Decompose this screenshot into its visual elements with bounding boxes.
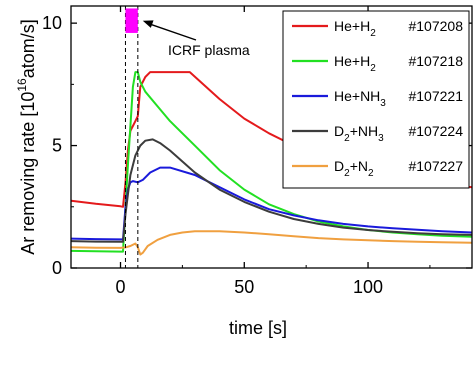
x-axis: 0 50 100 bbox=[115, 6, 431, 297]
legend-shot-5: #107227 bbox=[408, 158, 463, 174]
y-tick-label: 5 bbox=[52, 136, 62, 156]
y-tick-label: 0 bbox=[52, 258, 62, 278]
y-axis-label: Ar removing rate [1016atom/s] bbox=[15, 19, 38, 254]
plot-frame bbox=[70, 5, 473, 269]
legend-label-2: He+H2 bbox=[334, 53, 376, 74]
legend-label-3: He+NH3 bbox=[334, 88, 386, 109]
x-axis-label: time [s] bbox=[229, 318, 287, 338]
legend-label-5: D2+N2 bbox=[334, 158, 374, 179]
legend-label-4: D2+NH3 bbox=[334, 123, 384, 144]
legend-shot-1: #107208 bbox=[408, 18, 463, 34]
icrf-arrow-head bbox=[142, 20, 154, 28]
legend-shot-4: #107224 bbox=[408, 123, 463, 139]
x-tick-label: 0 bbox=[115, 277, 125, 297]
legend-label-1: He+H2 bbox=[334, 18, 376, 39]
series-line-5 bbox=[71, 230, 472, 256]
icrf-plasma-label: ICRF plasma bbox=[168, 42, 250, 58]
vline-layer bbox=[124, 6, 139, 268]
icrf-arrow-line bbox=[148, 23, 197, 41]
legend-box bbox=[282, 10, 470, 189]
series-line-4 bbox=[71, 138, 472, 243]
legend-shot-3: #107221 bbox=[408, 88, 463, 104]
legend: He+H2 #107208 He+H2 #107218 He+NH3 #107221 D2+… bbox=[282, 10, 470, 189]
x-tick-label: 50 bbox=[234, 277, 254, 297]
x-tick-label: 100 bbox=[353, 277, 383, 297]
legend-shot-2: #107218 bbox=[408, 53, 463, 69]
y-tick-label: 10 bbox=[42, 13, 62, 33]
annotation-layer: ICRF plasma bbox=[125, 8, 250, 58]
icrf-plasma-bar bbox=[125, 8, 138, 33]
